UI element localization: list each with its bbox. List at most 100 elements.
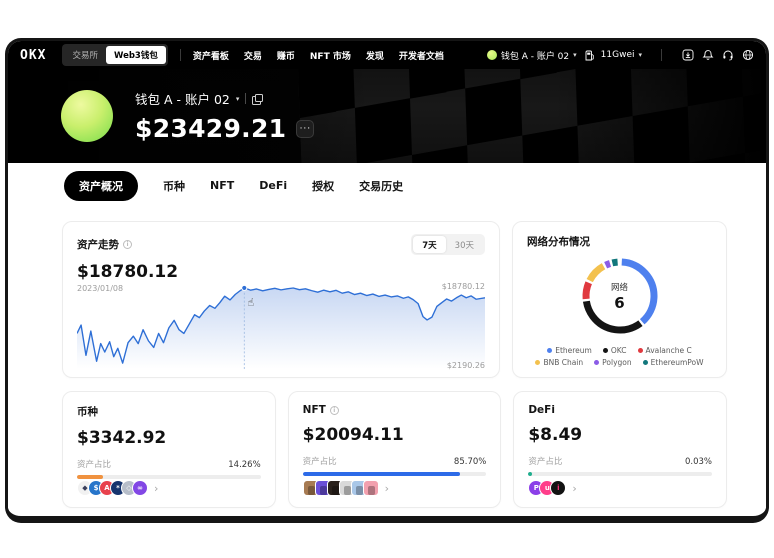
legend-dot-icon <box>547 348 553 353</box>
legend-item-Avalanche C: Avalanche C <box>637 346 692 355</box>
asset-card-NFT: NFT i $20094.11 资产占比 85.70% › <box>287 391 502 508</box>
legend-label: OKC <box>610 346 627 355</box>
legend-item-Ethereum: Ethereum <box>547 346 592 355</box>
globe-icon[interactable] <box>741 49 754 62</box>
legend-item-Polygon: Polygon <box>594 358 632 367</box>
chart-max-label: $18780.12 <box>441 282 485 291</box>
nft-thumb-6 <box>362 480 379 496</box>
chevron-down-icon[interactable]: ▾ <box>235 94 240 103</box>
range-button-7天[interactable]: 7天 <box>413 236 446 253</box>
ratio-progress-fill <box>528 472 533 476</box>
nav-link[interactable]: NFT 市场 <box>309 51 351 62</box>
toggle-web3-wallet[interactable]: Web3钱包 <box>106 46 166 64</box>
trend-chart[interactable]: $18780.12 $2190.26 ☝ <box>77 282 485 370</box>
nav-link[interactable]: 开发者文档 <box>398 51 444 62</box>
legend-label: Avalanche C <box>645 346 692 355</box>
ratio-progress-track <box>528 472 713 476</box>
donut-svg <box>582 258 657 334</box>
network-distribution-card: 网络分布情况 网络 6 Ethereum OKC Avalanche C BNB Ch… <box>512 221 727 378</box>
legend-item-EthereumPoW: EthereumPoW <box>642 358 704 367</box>
wallet-avatar-icon <box>486 50 497 60</box>
token-icons-row: ◆ $ A * ◇ ∞ › <box>77 480 158 496</box>
ratio-progress-fill <box>302 472 461 476</box>
asset-amount: $20094.11 <box>302 425 404 445</box>
wallet-avatar <box>61 90 113 142</box>
gas-value: 11Gwei <box>600 50 635 60</box>
tab-资产概况[interactable]: 资产概况 <box>64 170 138 201</box>
network-legend: Ethereum OKC Avalanche C BNB Chain Polygon Et… <box>527 346 712 367</box>
range-toggle: 7天 30天 <box>411 234 485 255</box>
legend-dot-icon <box>535 360 541 365</box>
ratio-label: 资产占比 <box>528 457 563 467</box>
ratio-percent: 85.70% <box>453 457 487 467</box>
asset-amount: $3342.92 <box>77 428 167 448</box>
nav-right: 钱包 A - 账户 02 ▾ 11Gwei ▾ <box>486 49 754 62</box>
chart-min-label: $2190.26 <box>446 361 485 370</box>
nav-link[interactable]: 赚币 <box>276 51 295 62</box>
chevron-right-icon[interactable]: › <box>154 481 159 495</box>
asset-card-币种: 币种 $3342.92 资产占比 14.26% ◆ $ A * ◇ ∞ › <box>62 391 276 508</box>
tab-NFT[interactable]: NFT <box>210 179 235 192</box>
trend-date: 2023/01/08 <box>77 284 124 293</box>
copy-icon[interactable] <box>252 93 264 105</box>
nav-divider <box>661 49 662 61</box>
legend-dot-icon <box>594 360 600 365</box>
legend-dot-icon <box>637 348 643 353</box>
wallet-selector[interactable]: 钱包 A - 账户 02 ▾ <box>486 49 577 62</box>
wallet-name: 钱包 A - 账户 02 <box>135 92 230 107</box>
nav-link[interactable]: 资产看板 <box>192 51 229 62</box>
tab-币种[interactable]: 币种 <box>163 179 185 193</box>
ratio-percent: 14.26% <box>228 460 261 470</box>
legend-dot-icon <box>602 348 608 353</box>
polygon-token-icon: ∞ <box>132 480 148 496</box>
okx-logo: OKX <box>20 47 47 63</box>
info-icon[interactable]: i <box>329 405 339 415</box>
tab-DeFi[interactable]: DeFi <box>259 179 288 192</box>
trend-amount: $18780.12 <box>77 262 179 282</box>
trend-line-chart <box>77 284 485 369</box>
ratio-progress-fill <box>77 475 104 479</box>
tab-授权[interactable]: 授权 <box>312 179 335 193</box>
ratio-progress-track <box>77 475 261 479</box>
more-button[interactable]: ··· <box>296 119 315 138</box>
legend-dot-icon <box>642 360 648 365</box>
tab-交易历史[interactable]: 交易历史 <box>359 179 404 193</box>
asset-card-title: 币种 <box>77 406 98 418</box>
asset-trend-card: 资产走势 i 7天 30天 $18780.12 2023/01/08 $18780… <box>62 221 500 378</box>
toggle-exchange[interactable]: 交易所 <box>72 51 98 61</box>
gas-pump-icon <box>584 49 597 62</box>
legend-label: EthereumPoW <box>650 358 704 367</box>
ratio-percent: 0.03% <box>685 457 713 467</box>
nav-link[interactable]: 发现 <box>365 51 384 62</box>
info-icon[interactable]: i <box>123 240 132 249</box>
asset-card-title: DeFi <box>528 404 555 416</box>
download-icon[interactable] <box>681 49 694 62</box>
main-content: 资产走势 i 7天 30天 $18780.12 2023/01/08 $18780… <box>8 208 766 508</box>
bell-icon[interactable] <box>701 49 714 62</box>
nav-links: 资产看板 交易 赚币 NFT 市场 发现 开发者文档 <box>193 49 444 62</box>
headset-icon[interactable] <box>721 49 734 62</box>
donut-segment-EthereumPoW <box>582 258 657 334</box>
divider <box>245 93 247 104</box>
chevron-right-icon[interactable]: › <box>384 481 390 495</box>
legend-label: Ethereum <box>555 346 592 355</box>
gas-selector[interactable]: 11Gwei ▾ <box>584 49 642 62</box>
ratio-label: 资产占比 <box>302 457 337 467</box>
network-donut-chart[interactable]: 网络 6 <box>577 253 663 339</box>
chevron-down-icon: ▾ <box>573 51 577 59</box>
donut-center-label: 网络 <box>610 282 628 293</box>
exchange-wallet-toggle: 交易所 Web3钱包 <box>62 44 168 66</box>
asset-card-title: NFT <box>302 404 326 416</box>
nav-link[interactable]: 交易 <box>243 51 262 62</box>
legend-label: Polygon <box>602 358 632 367</box>
range-button-30天[interactable]: 30天 <box>454 240 474 251</box>
section-tabbar: 资产概况 币种 NFT DeFi 授权 交易历史 <box>8 163 766 208</box>
chevron-right-icon[interactable]: › <box>572 481 577 495</box>
black-defi-icon: i <box>550 480 567 496</box>
legend-item-BNB Chain: BNB Chain <box>535 358 583 367</box>
app-window: OKX 交易所 Web3钱包 资产看板 交易 赚币 NFT 市场 发现 开发者文档 钱包 A… <box>5 38 769 523</box>
checkerboard-fade <box>8 69 766 163</box>
total-balance: $23429.21 <box>135 114 287 143</box>
